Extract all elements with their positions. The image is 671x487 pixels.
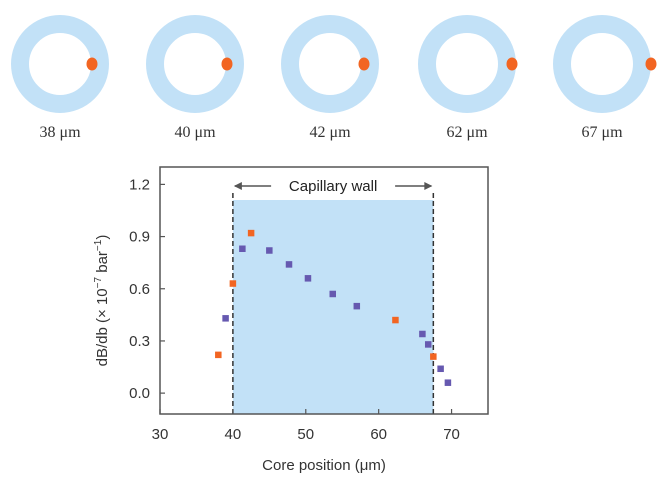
purple-point — [353, 302, 361, 310]
purple-point — [444, 379, 452, 386]
y-tick-label: 0.0 — [129, 385, 150, 402]
annotation-label-bg — [271, 175, 396, 195]
arrow-head-right — [424, 182, 433, 190]
cross-section-42: 42 μm — [281, 15, 379, 141]
cross-section-label: 67 μm — [581, 124, 623, 141]
core-dot — [506, 57, 518, 71]
y-tick-label: 0.3 — [129, 333, 150, 350]
purple-point — [424, 341, 432, 348]
orange-point — [229, 280, 237, 287]
orange-point — [215, 351, 222, 359]
cladding-ring — [281, 15, 379, 113]
cladding-ring — [146, 15, 244, 113]
x-tick-label: 70 — [443, 426, 460, 443]
core-dot — [221, 57, 233, 71]
capillary-wall-region — [232, 200, 434, 414]
y-tick-label: 1.2 — [129, 176, 150, 193]
x-tick-label: 50 — [297, 426, 314, 443]
core-dot — [86, 57, 98, 71]
scatter-chart: Capillary wall 30 40 50 60 70 0.0 0.3 0.6 0.9 1.… — [93, 166, 489, 474]
capillary-wall-bounds — [232, 193, 435, 414]
cladding-ring — [11, 15, 109, 113]
core-dot — [358, 57, 370, 71]
cladding-ring — [553, 15, 651, 113]
cross-section-label: 40 μm — [174, 124, 216, 141]
cladding-ring — [418, 15, 516, 113]
cross-section-label: 42 μm — [309, 124, 351, 141]
purple-point — [239, 245, 246, 253]
orange-point — [392, 316, 399, 324]
y-tick-label: 0.9 — [129, 229, 150, 246]
y-axis-title: dB/db (× 10−7 bar−1) — [93, 235, 111, 367]
x-tick-label: 40 — [225, 426, 242, 443]
cross-section-38: 38 μm — [11, 15, 109, 141]
purple-point — [222, 315, 229, 322]
core-dot — [645, 57, 657, 71]
purple-point — [437, 365, 444, 373]
purple-point — [419, 330, 426, 338]
x-axis-title: Core position (μm) — [262, 457, 386, 474]
purple-point — [285, 261, 293, 268]
x-tick-label: 30 — [152, 426, 169, 443]
data-points — [215, 229, 452, 386]
cross-section-label: 38 μm — [39, 124, 81, 141]
cross-section-67: 67 μm — [553, 15, 657, 141]
orange-point — [430, 353, 437, 360]
x-tick-label: 60 — [370, 426, 387, 443]
y-tick-label: 0.6 — [129, 281, 150, 298]
purple-point — [266, 247, 273, 254]
plot-frame — [159, 166, 489, 415]
cross-section-40: 40 μm — [146, 15, 244, 141]
capillary-wall-annotation: Capillary wall — [233, 175, 433, 195]
orange-point — [247, 229, 255, 237]
cross-sections-row: 38 μm 40 μm 42 μm 62 μm 67 μm — [11, 15, 657, 141]
purple-point — [304, 275, 312, 282]
x-axis: 30 40 50 60 70 — [152, 409, 460, 443]
purple-point — [329, 290, 336, 298]
annotation-label: Capillary wall — [289, 178, 377, 195]
cross-section-label: 62 μm — [446, 124, 488, 141]
arrow-head-left — [233, 182, 242, 190]
y-axis: 0.0 0.3 0.6 0.9 1.2 — [129, 176, 165, 402]
cross-section-62: 62 μm — [418, 15, 518, 141]
